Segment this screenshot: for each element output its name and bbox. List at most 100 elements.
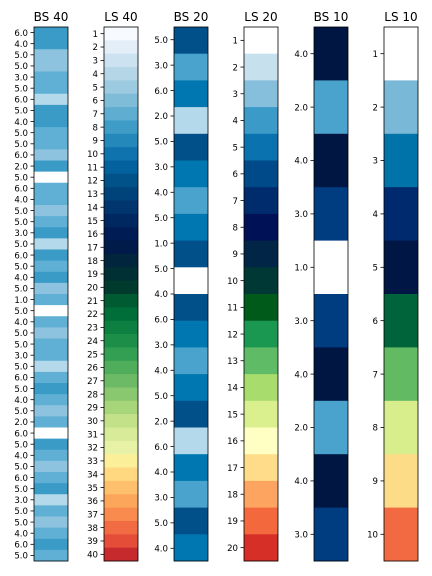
tick-label: 5.0 (14, 307, 28, 317)
color-cell (34, 193, 68, 206)
tick-label: 11 (227, 304, 238, 314)
color-cell (34, 527, 68, 540)
tick-label: 2 (233, 63, 238, 73)
tick-label: 7 (373, 370, 378, 380)
color-cell (244, 347, 278, 375)
tick-label: 23 (87, 324, 98, 334)
tick-label: 6.0 (14, 541, 28, 551)
tick-label: 24 (87, 337, 98, 347)
color-cell (174, 480, 208, 508)
tick-label: 4.0 (14, 452, 28, 462)
tick-label: 9 (93, 137, 98, 147)
tick-label: 5.0 (14, 463, 28, 473)
panel-frame (103, 26, 139, 562)
color-cell (174, 213, 208, 241)
tick-label: 2.0 (154, 417, 168, 427)
tick-label: 15 (87, 217, 98, 227)
color-cell (174, 240, 208, 268)
panel-title: BS 20 (174, 10, 209, 24)
color-cell (104, 320, 138, 335)
tick-label: 26 (87, 364, 98, 374)
color-cell (34, 171, 68, 184)
tick-label: 5.0 (14, 340, 28, 350)
tick-label: 3 (233, 90, 238, 100)
color-cell (244, 480, 278, 508)
panel-title: LS 10 (384, 10, 417, 24)
tick-label: 3.0 (14, 73, 28, 83)
color-cell (34, 227, 68, 239)
panel-5: LS 10 1 2 3 4 5 6 7 8 9 10 (367, 10, 419, 562)
tick-label: 6.0 (14, 185, 28, 195)
color-cell (34, 49, 68, 61)
tick-label: 17 (227, 464, 238, 474)
tick-label: 6 (93, 97, 98, 107)
tick-label: 5.0 (14, 518, 28, 528)
tick-label: 9 (233, 250, 238, 260)
tick-label: 21 (87, 297, 98, 307)
color-cell (104, 307, 138, 322)
color-cell (104, 440, 138, 455)
color-cell (104, 507, 138, 522)
tick-label: 5.0 (14, 84, 28, 94)
tick-label: 5.0 (14, 329, 28, 339)
color-cell (314, 240, 348, 295)
tick-label: 18 (87, 257, 98, 267)
color-cell (174, 347, 208, 375)
panel-frame (243, 26, 279, 562)
tick-label: 6.0 (14, 474, 28, 484)
color-cell (174, 80, 208, 108)
color-cell (34, 316, 68, 328)
tick-label: 6 (233, 170, 238, 180)
tick-label: 5.0 (14, 440, 28, 450)
tick-label: 5.0 (14, 62, 28, 72)
tick-label: 1 (93, 30, 98, 40)
tick-label: 2.0 (294, 103, 308, 113)
color-cell (34, 460, 68, 473)
tick-label: 18 (227, 490, 238, 500)
panel-1: LS 4012345678910111213141516171819202122… (87, 10, 139, 562)
tick-label: 34 (87, 470, 98, 480)
tick-label: 36 (87, 497, 98, 507)
color-cell (104, 534, 138, 549)
tick-label: 22 (87, 310, 98, 320)
tick-label: 16 (87, 230, 98, 240)
color-cell (104, 494, 138, 508)
tick-label: 6.0 (154, 316, 168, 326)
color-cell (104, 267, 138, 282)
color-cell (384, 187, 418, 241)
tick-label: 1 (373, 50, 378, 60)
color-cell (174, 534, 208, 562)
tick-label: 32 (87, 444, 98, 454)
color-cell (34, 449, 68, 462)
color-cell (174, 507, 208, 535)
tick-label: 5.0 (154, 392, 168, 402)
color-cell (104, 160, 138, 175)
color-cell (104, 213, 138, 228)
tick-label: 4.0 (14, 40, 28, 50)
tick-label: 40 (87, 551, 98, 561)
tick-label: 3.0 (154, 61, 168, 71)
tick-label: 4.0 (14, 318, 28, 328)
panel-0: BS 406.04.05.05.03.05.06.05.04.05.05.06.… (14, 10, 69, 562)
tick-label: 27 (87, 377, 98, 387)
color-cell (104, 147, 138, 161)
color-cell (174, 107, 208, 135)
color-cell (314, 454, 348, 508)
color-cell (104, 240, 138, 255)
tick-label: 4.0 (14, 274, 28, 284)
panel-4: BS 10 4.0 2.0 4.0 3.0 1.0 3.0 4.0 2.0 4.0 3.0 (294, 10, 349, 562)
color-cell (34, 271, 68, 284)
tick-label: 5.0 (14, 207, 28, 217)
color-cell (34, 260, 68, 273)
tick-label: 5.0 (14, 363, 28, 373)
tick-label: 5.0 (14, 218, 28, 228)
color-cell (104, 280, 138, 295)
tick-label: 4.0 (14, 396, 28, 406)
tick-label: 29 (87, 404, 98, 414)
tick-label: 11 (87, 163, 98, 173)
color-cell (104, 480, 138, 495)
color-cell (34, 282, 68, 295)
color-cell (34, 138, 68, 150)
color-cell (34, 494, 68, 506)
tick-label: 5.0 (14, 240, 28, 250)
